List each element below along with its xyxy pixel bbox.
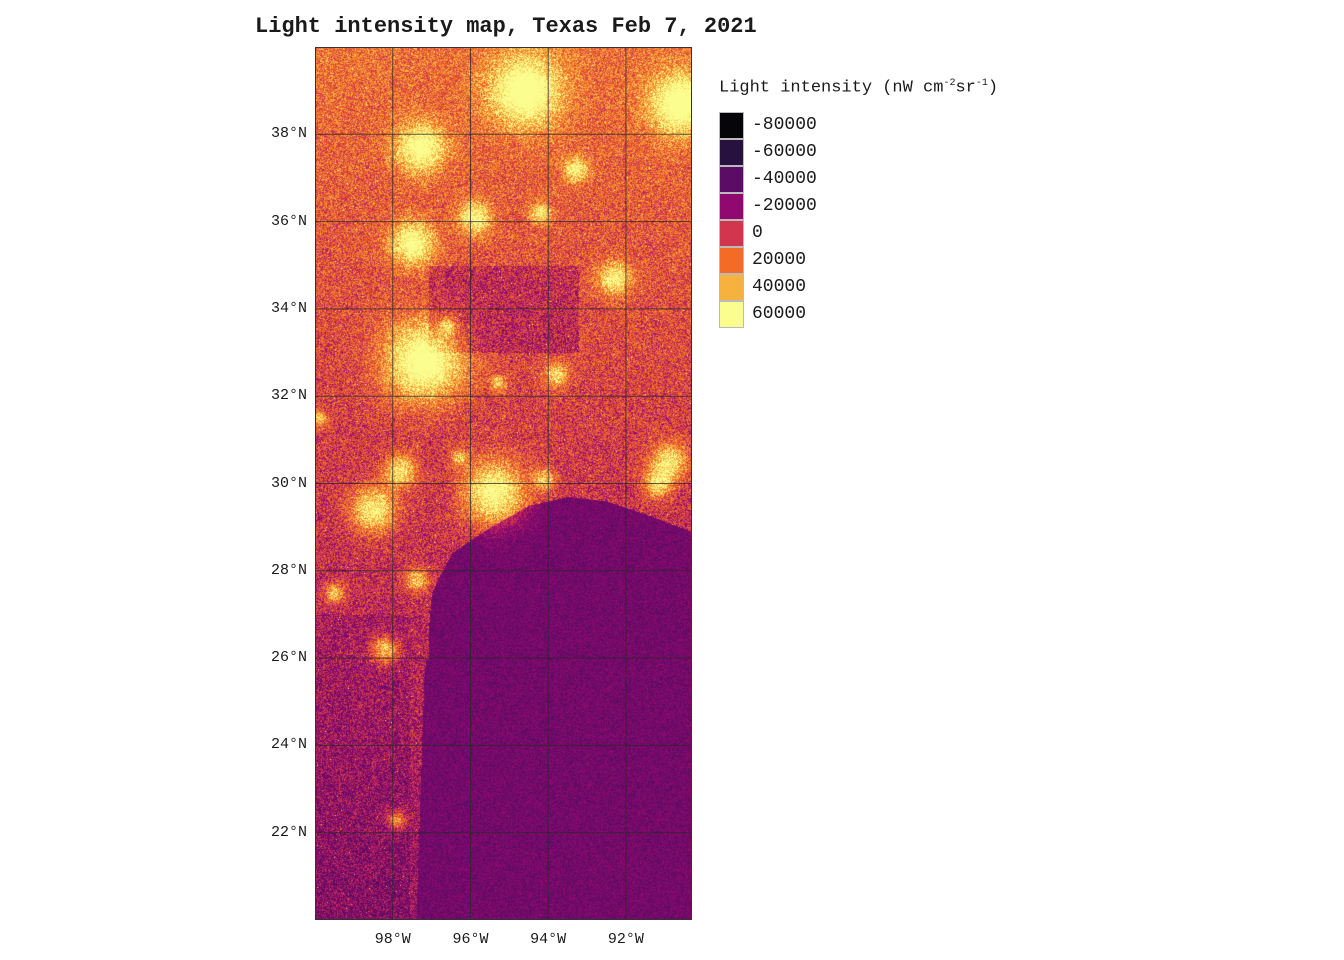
legend-item: -60000: [719, 138, 998, 166]
map-panel[interactable]: [315, 47, 692, 920]
lat-tick-label: 38°N: [270, 125, 307, 143]
legend-label: 40000: [752, 277, 807, 298]
lon-tick-label: 96°W: [452, 931, 489, 948]
lat-tick-label: 36°N: [270, 212, 307, 230]
legend-label: 20000: [752, 250, 807, 271]
legend-item: 40000: [719, 273, 998, 301]
lat-tick-label: 24°N: [270, 736, 307, 754]
legend-item: -20000: [719, 192, 998, 220]
lat-tick-label: 34°N: [270, 299, 307, 317]
map-title: Light intensity map, Texas Feb 7, 2021: [255, 14, 757, 39]
legend-item: -40000: [719, 165, 998, 193]
lon-tick-label: 92°W: [607, 931, 644, 948]
color-legend: Light intensity (nW cm-2sr-1) -80000 -600…: [719, 78, 998, 328]
lon-tick-label: 94°W: [530, 931, 567, 948]
legend-label: -60000: [752, 142, 817, 163]
graticule: [315, 47, 692, 920]
legend-swatch: [719, 246, 744, 274]
legend-item: -80000: [719, 111, 998, 139]
legend-label: 0: [752, 223, 763, 244]
legend-label: 60000: [752, 304, 807, 325]
map-frame: [315, 47, 692, 920]
legend-swatch: [719, 111, 744, 139]
legend-swatch: [719, 300, 744, 328]
legend-swatch: [719, 273, 744, 301]
lon-tick-label: 98°W: [374, 931, 411, 948]
lat-tick-label: 26°N: [270, 649, 307, 667]
lat-tick-label: 22°N: [270, 823, 307, 841]
legend-swatch: [719, 165, 744, 193]
legend-item: 0: [719, 219, 998, 247]
legend-item: 60000: [719, 300, 998, 328]
legend-label: -80000: [752, 115, 817, 136]
lat-tick-label: 28°N: [270, 561, 307, 579]
lat-tick-label: 32°N: [270, 387, 307, 405]
legend-label: -40000: [752, 169, 817, 190]
legend-swatch: [719, 192, 744, 220]
legend-item: 20000: [719, 246, 998, 274]
lat-tick-label: 30°N: [270, 474, 307, 492]
legend-swatch: [719, 138, 744, 166]
legend-swatch: [719, 219, 744, 247]
legend-title: Light intensity (nW cm-2sr-1): [719, 78, 999, 98]
legend-label: -20000: [752, 196, 817, 217]
